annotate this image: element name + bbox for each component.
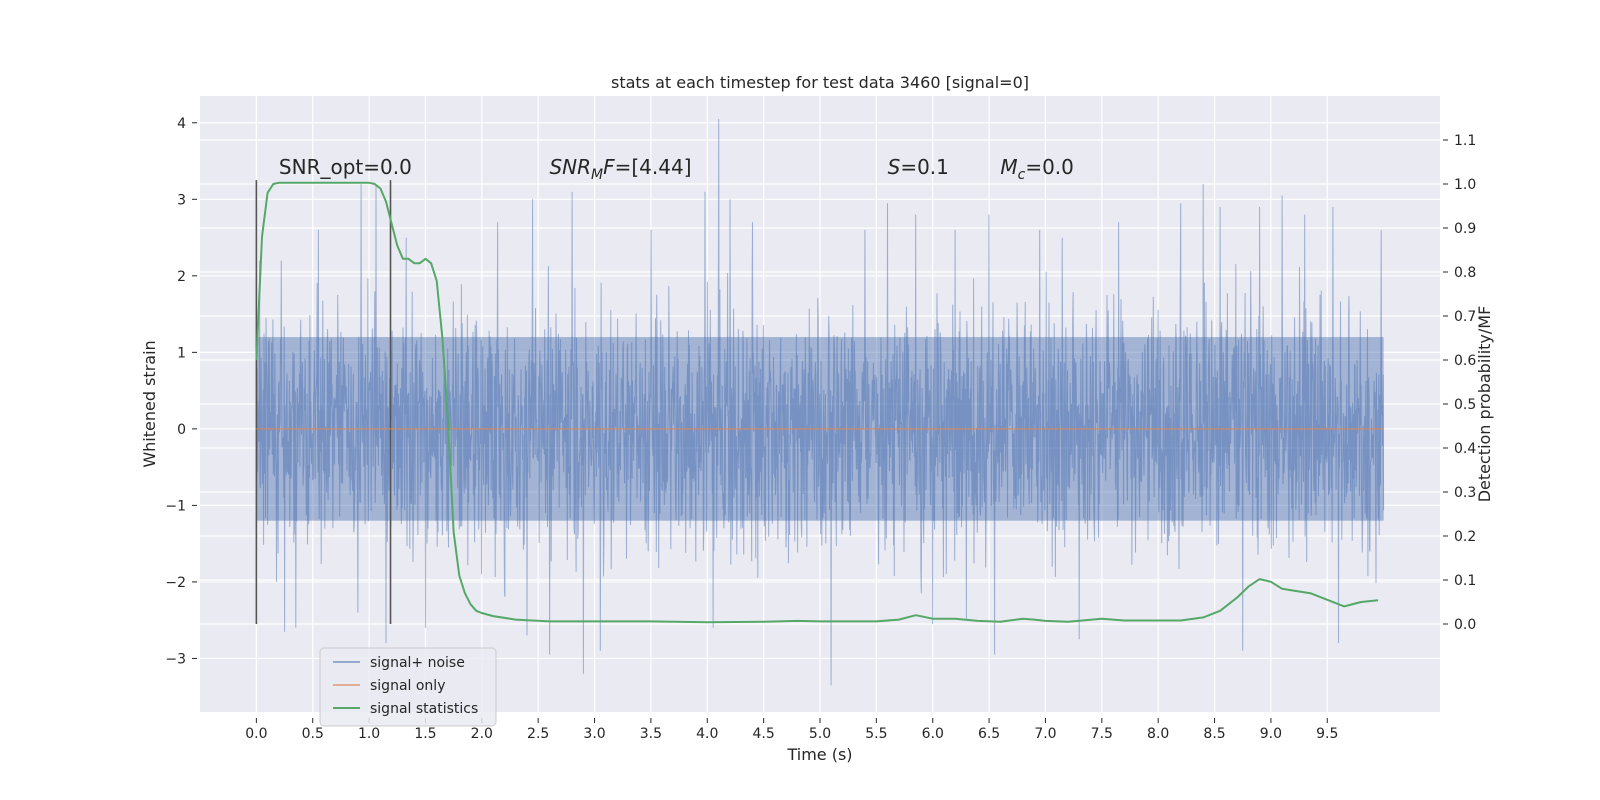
y2-tick-label-9: 0.9 <box>1454 221 1476 237</box>
y-tick-label-7: 4 <box>177 116 186 132</box>
y-tick-label-4: 1 <box>177 345 186 361</box>
legend-label-signal-statistics: signal statistics <box>370 701 478 717</box>
y2-tick-label-4: 0.4 <box>1454 441 1476 457</box>
annotation-0: SNR_opt=0.0 <box>279 155 412 179</box>
y-tick-label-3: 0 <box>177 422 186 438</box>
x-tick-label-2: 1.0 <box>358 726 380 742</box>
y2-tick-label-10: 1.0 <box>1454 177 1476 193</box>
x-tick-label-18: 9.0 <box>1260 726 1282 742</box>
window-markers <box>255 180 392 624</box>
y-tick-label-5: 2 <box>177 269 186 285</box>
annotation-1: SNRMF=[4.44] <box>549 155 691 183</box>
x-tick-labels: 0.0 0.5 1.0 1.5 2.0 2.5 3.0 3.5 4.0 4.5 5.0 5.5 6.0 6… <box>245 718 1338 742</box>
x-tick-label-5: 2.5 <box>527 726 549 742</box>
y-tick-label-6: 3 <box>177 192 186 208</box>
legend-box <box>319 647 497 727</box>
x-tick-label-6: 3.0 <box>583 726 605 742</box>
y2-tick-label-0: 0.0 <box>1454 617 1476 633</box>
x-axis-label: Time (s) <box>786 745 852 764</box>
x-tick-label-0: 0.0 <box>245 726 267 742</box>
y-tick-label-1: −2 <box>165 575 186 591</box>
signal-statistics-line <box>255 181 1379 624</box>
x-tick-label-4: 2.0 <box>471 726 493 742</box>
annotations: SNR_opt=0.0 SNRMF=[4.44] S=0.1 Mc=0.0 <box>279 155 1074 183</box>
y-tick-label-0: −3 <box>165 651 186 667</box>
x-tick-label-17: 8.5 <box>1203 726 1225 742</box>
y2-tick-label-5: 0.5 <box>1454 397 1476 413</box>
signal-statistics-series <box>255 181 1379 624</box>
y2-tick-label-3: 0.3 <box>1454 485 1476 501</box>
x-tick-label-16: 8.0 <box>1147 726 1169 742</box>
x-tick-label-15: 7.5 <box>1091 726 1113 742</box>
y-axis-label: Whitened strain <box>140 340 159 467</box>
x-tick-label-10: 5.0 <box>809 726 831 742</box>
y2-tick-label-6: 0.6 <box>1454 353 1476 369</box>
y2-tick-labels: 0.0 0.1 0.2 0.3 0.4 0.5 0.6 0.7 0.8 0.9 1.0 1.1 <box>1443 133 1476 633</box>
y2-tick-label-11: 1.1 <box>1454 133 1476 149</box>
x-tick-label-13: 6.5 <box>978 726 1000 742</box>
y2-axis-label: Detection probability/MF <box>1475 306 1494 503</box>
legend: signal+ noise signal only signal statist… <box>319 647 497 727</box>
y-tick-labels: −3 −2 −1 0 1 2 3 4 <box>165 116 197 667</box>
x-tick-label-14: 7.0 <box>1034 726 1056 742</box>
x-tick-label-8: 4.0 <box>696 726 718 742</box>
legend-label-signal-only: signal only <box>370 678 445 694</box>
x-tick-label-11: 5.5 <box>865 726 887 742</box>
y-tick-label-2: −1 <box>165 498 186 514</box>
x-tick-label-19: 9.5 <box>1316 726 1338 742</box>
annotation-2: S=0.1 <box>888 155 949 179</box>
x-tick-label-3: 1.5 <box>414 726 436 742</box>
x-tick-label-7: 3.5 <box>640 726 662 742</box>
y2-tick-label-2: 0.2 <box>1454 529 1476 545</box>
chart-title: stats at each timestep for test data 346… <box>611 73 1029 92</box>
legend-label-signal-noise: signal+ noise <box>370 655 465 671</box>
x-tick-label-9: 4.5 <box>753 726 775 742</box>
y2-tick-label-7: 0.7 <box>1454 309 1476 325</box>
y2-tick-label-8: 0.8 <box>1454 265 1476 281</box>
x-tick-label-1: 0.5 <box>302 726 324 742</box>
x-tick-label-12: 6.0 <box>922 726 944 742</box>
y2-tick-label-1: 0.1 <box>1454 573 1476 589</box>
annotation-3: Mc=0.0 <box>1000 155 1074 183</box>
